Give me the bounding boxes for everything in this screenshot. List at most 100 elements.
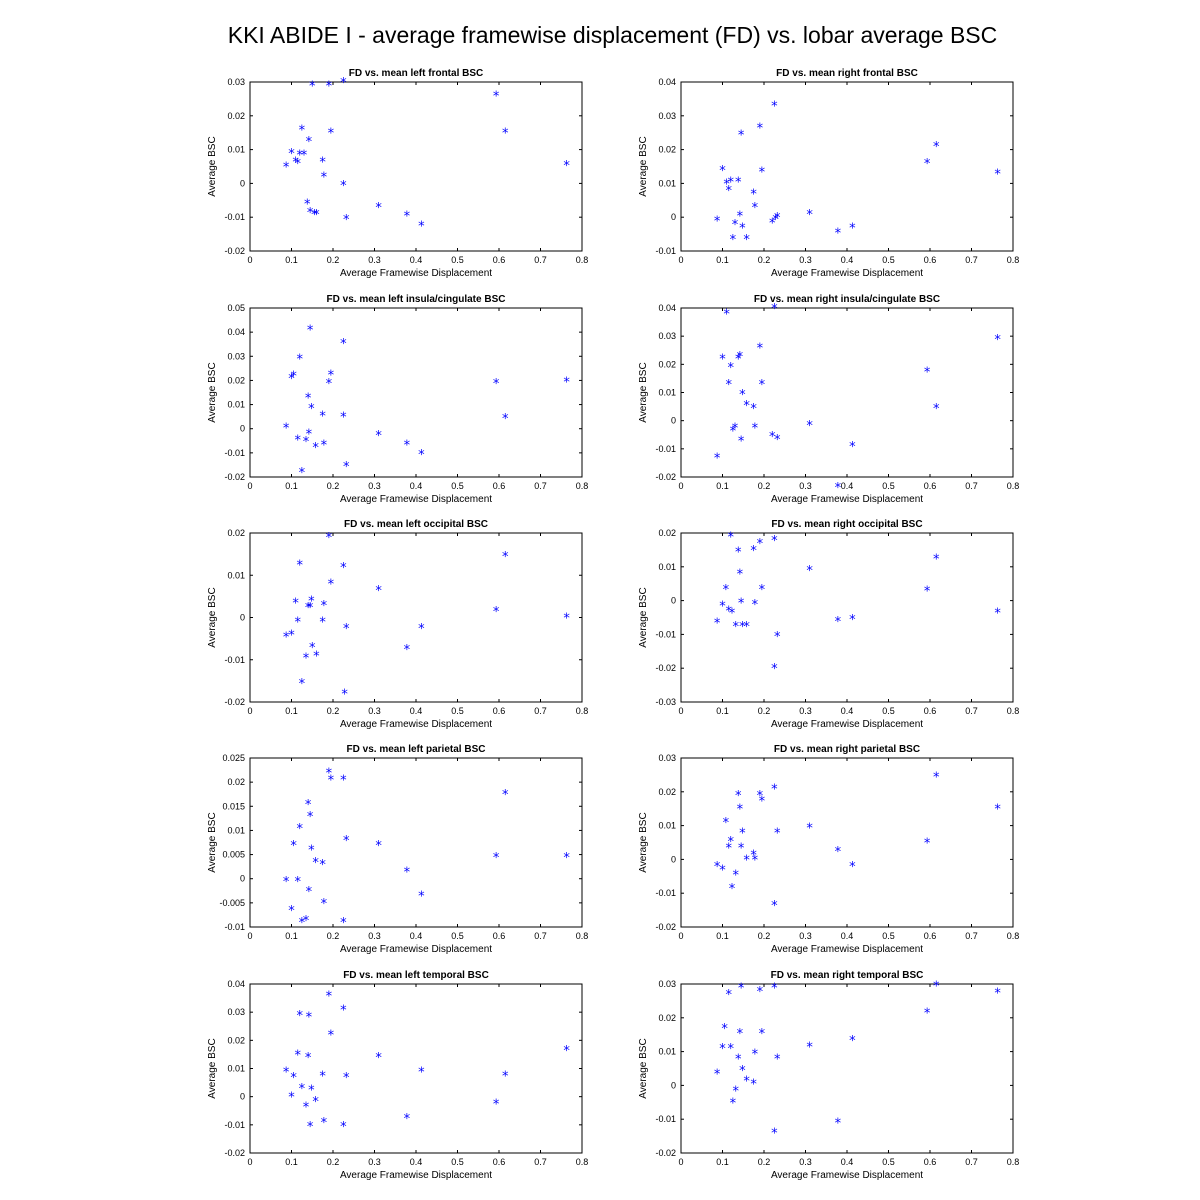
data-point: * (733, 620, 740, 635)
data-point: * (723, 583, 730, 598)
data-point: * (729, 606, 736, 621)
data-point: * (326, 79, 333, 94)
x-tick-label: 0.4 (410, 1157, 423, 1167)
x-tick-label: 0.8 (576, 255, 589, 265)
plot-frame (680, 81, 1014, 252)
data-point: * (714, 215, 721, 230)
y-tick-label: 0.01 (658, 562, 676, 572)
x-tick-label: 0.3 (799, 481, 812, 491)
data-point: * (292, 155, 299, 170)
y-tick-label: 0.02 (658, 145, 676, 155)
data-point: * (759, 166, 766, 181)
data-point: * (730, 425, 737, 440)
x-tick-label: 0.2 (758, 1157, 771, 1167)
y-tick-label: 0.01 (658, 178, 676, 188)
x-tick-label: 0 (247, 706, 252, 716)
x-tick-label: 0.2 (327, 706, 340, 716)
x-tick-label: 0 (678, 255, 683, 265)
data-point: * (326, 766, 333, 781)
data-point: * (307, 601, 314, 616)
data-point: * (306, 135, 313, 150)
data-point: * (774, 433, 781, 448)
data-point: * (719, 864, 726, 879)
x-axis-label: Average Framewise Displacement (771, 944, 923, 955)
data-point: * (312, 441, 319, 456)
data-point: * (305, 391, 312, 406)
data-point: * (563, 159, 570, 174)
data-point: * (806, 419, 813, 434)
x-tick-label: 0.4 (841, 481, 854, 491)
data-point: * (288, 147, 295, 162)
data-point: * (737, 350, 744, 365)
y-tick-label: 0 (671, 854, 676, 864)
x-axis-label: Average Framewise Displacement (340, 944, 492, 955)
data-point: * (321, 897, 328, 912)
plot-frame (680, 532, 1014, 703)
data-point: * (725, 988, 732, 1003)
data-point: * (739, 620, 746, 635)
x-tick-label: 0.1 (716, 931, 729, 941)
x-tick-label: 0.2 (758, 255, 771, 265)
x-tick-label: 0.5 (451, 1157, 464, 1167)
data-point: * (771, 782, 778, 797)
data-point: * (714, 1068, 721, 1083)
y-tick-label: -0.02 (655, 472, 676, 482)
data-point: * (739, 1064, 746, 1079)
data-point: * (723, 308, 730, 323)
x-tick-label: 0.8 (576, 931, 589, 941)
data-point: * (933, 140, 940, 155)
data-point: * (375, 584, 382, 599)
data-point: * (719, 1042, 726, 1057)
data-point: * (771, 981, 778, 996)
scatter-plot-6: FD vs. mean right occipital BSC 0 0.1 0.2 0.… (638, 519, 1019, 730)
x-tick-label: 0.3 (799, 706, 812, 716)
data-point: * (725, 378, 732, 393)
data-point: * (752, 598, 759, 613)
y-tick-label: 0 (671, 1080, 676, 1090)
data-point: * (759, 583, 766, 598)
data-point: * (502, 127, 509, 142)
data-point: * (305, 1051, 312, 1066)
data-point: * (326, 989, 333, 1004)
x-tick-label: 0.1 (285, 255, 298, 265)
x-tick-label: 0.8 (576, 481, 589, 491)
data-point: * (743, 399, 750, 414)
x-tick-label: 0.5 (451, 255, 464, 265)
data-point: * (375, 429, 382, 444)
data-point: * (806, 821, 813, 836)
data-point: * (313, 650, 320, 665)
y-tick-label: 0.01 (227, 400, 245, 410)
y-tick-label: 0.02 (227, 375, 245, 385)
x-tick-label: 0.1 (716, 481, 729, 491)
data-point: * (721, 1022, 728, 1037)
data-point: * (771, 899, 778, 914)
x-axis-label: Average Framewise Displacement (340, 719, 492, 730)
data-point: * (835, 226, 842, 241)
data-point: * (924, 157, 931, 172)
data-point: * (739, 826, 746, 841)
y-axis-label: Average BSC (207, 362, 218, 422)
data-point: * (752, 201, 759, 216)
data-point: * (835, 615, 842, 630)
x-tick-label: 0 (678, 706, 683, 716)
x-tick-label: 0.2 (758, 931, 771, 941)
data-point: * (307, 1120, 314, 1135)
y-tick-label: -0.02 (224, 246, 245, 256)
data-point: * (304, 198, 311, 213)
data-point: * (714, 451, 721, 466)
data-point: * (924, 365, 931, 380)
data-point: * (303, 652, 310, 667)
y-tick-label: 0.03 (658, 331, 676, 341)
plot-title: FD vs. mean left temporal BSC (343, 970, 489, 981)
x-axis-label: Average Framewise Displacement (771, 719, 923, 730)
data-point: * (743, 1074, 750, 1089)
y-tick-label: -0.01 (224, 655, 245, 665)
x-tick-label: 0.3 (799, 255, 812, 265)
y-tick-label: 0.01 (227, 145, 245, 155)
data-point: * (306, 428, 313, 443)
y-axis-label: Average BSC (207, 812, 218, 872)
data-point: * (307, 206, 314, 221)
y-tick-label: 0.02 (227, 528, 245, 538)
data-point: * (750, 544, 757, 559)
data-point: * (994, 606, 1001, 621)
